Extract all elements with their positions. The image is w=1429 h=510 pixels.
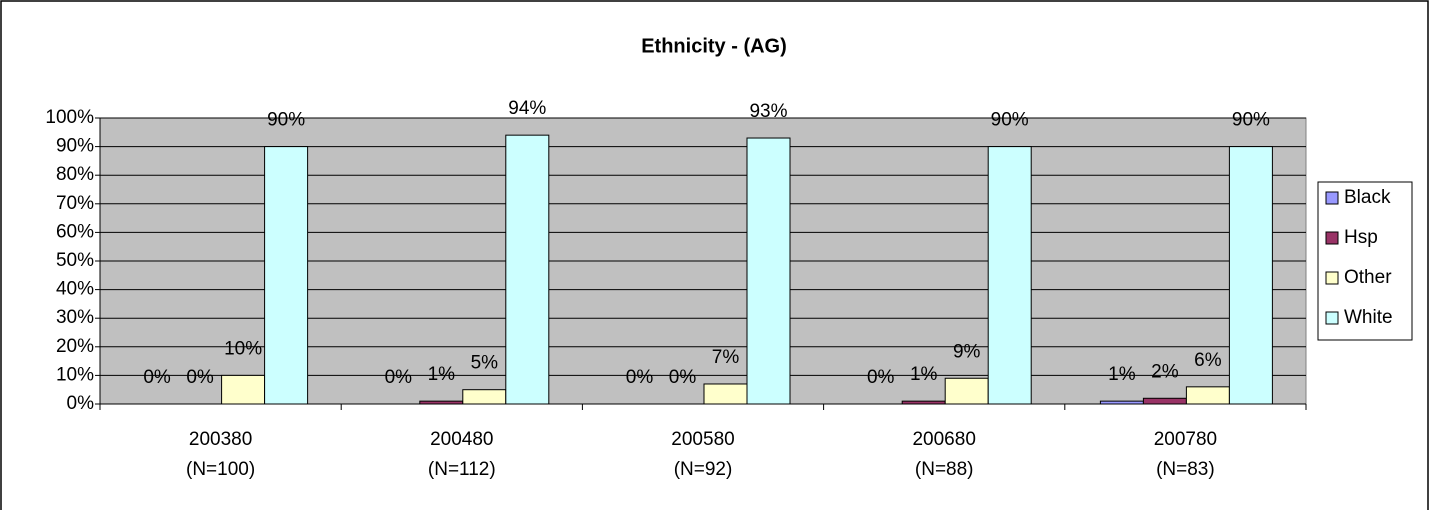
- bar: [1185, 386, 1230, 405]
- bar: [505, 134, 550, 405]
- legend-swatch: [1325, 271, 1339, 285]
- value-label: 7%: [712, 347, 740, 368]
- value-label: 90%: [991, 110, 1029, 131]
- value-label: 1%: [910, 364, 938, 385]
- bar: [944, 377, 989, 405]
- bar: [987, 146, 1032, 405]
- legend-label: Other: [1344, 267, 1392, 288]
- legend-label: White: [1344, 307, 1393, 328]
- y-tick-label: 50%: [56, 250, 94, 271]
- x-tick-label: 200480 (N=112): [428, 429, 496, 480]
- y-tick-label: 30%: [56, 307, 94, 328]
- y-tick-label: 0%: [67, 393, 95, 414]
- value-label: 9%: [953, 341, 981, 362]
- y-tick-label: 10%: [56, 364, 94, 385]
- y-tick-label: 100%: [45, 107, 94, 128]
- bar: [462, 389, 507, 405]
- bar: [221, 374, 266, 405]
- legend-swatch: [1325, 311, 1339, 325]
- bar: [1228, 146, 1273, 405]
- value-label: 1%: [1108, 364, 1136, 385]
- x-tick-label: 200680 (N=88): [912, 429, 975, 480]
- value-label: 10%: [224, 338, 262, 359]
- value-label: 2%: [1151, 361, 1179, 382]
- x-tick-label: 200780 (N=83): [1154, 429, 1217, 480]
- legend-label: Black: [1344, 187, 1391, 208]
- y-tick-label: 40%: [56, 279, 94, 300]
- value-label: 94%: [508, 98, 546, 119]
- value-label: 5%: [471, 353, 499, 374]
- value-label: 0%: [143, 367, 171, 388]
- bar: [901, 400, 946, 405]
- bar: [1099, 400, 1144, 405]
- legend-swatch: [1325, 191, 1339, 205]
- bar: [746, 137, 791, 405]
- value-label: 0%: [186, 367, 214, 388]
- legend-label: Hsp: [1344, 227, 1378, 248]
- value-label: 90%: [267, 110, 305, 131]
- bar: [419, 400, 464, 405]
- y-tick-label: 70%: [56, 193, 94, 214]
- y-tick-label: 20%: [56, 336, 94, 357]
- value-label: 0%: [669, 367, 697, 388]
- x-tick-label: 200380 (N=100): [186, 429, 255, 480]
- bar: [264, 146, 309, 405]
- bar: [703, 383, 748, 405]
- value-label: 0%: [626, 367, 654, 388]
- y-tick-label: 90%: [56, 136, 94, 157]
- value-label: 0%: [385, 367, 413, 388]
- value-label: 90%: [1232, 110, 1270, 131]
- value-label: 93%: [749, 101, 787, 122]
- y-tick-label: 80%: [56, 164, 94, 185]
- y-tick-label: 60%: [56, 221, 94, 242]
- bar: [1142, 397, 1187, 405]
- value-label: 6%: [1194, 350, 1222, 371]
- chart-title: Ethnicity - (AG): [641, 35, 787, 57]
- x-tick-label: 200580 (N=92): [671, 429, 734, 480]
- value-label: 0%: [867, 367, 895, 388]
- value-label: 1%: [428, 364, 456, 385]
- legend-swatch: [1325, 231, 1339, 245]
